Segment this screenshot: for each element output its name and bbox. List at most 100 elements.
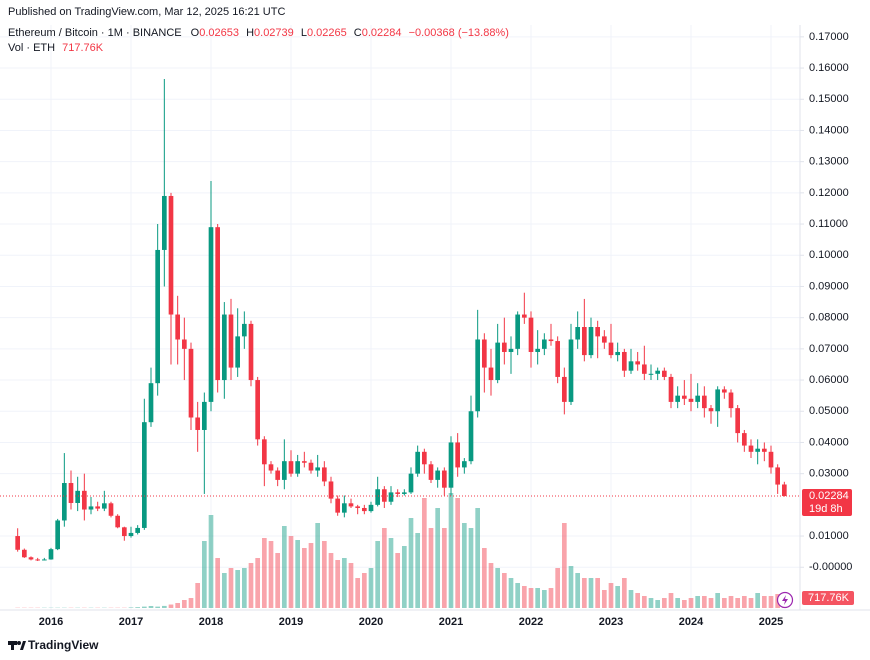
- volume-bar: [635, 593, 640, 608]
- grid: [0, 25, 800, 610]
- countdown: 19d 8h: [809, 503, 843, 515]
- volume-bar: [355, 578, 360, 608]
- candle-body: [768, 451, 774, 468]
- candle-body: [302, 461, 307, 463]
- volume-bar: [448, 493, 454, 608]
- candle-body: [462, 461, 467, 468]
- volume-bar: [375, 541, 380, 608]
- y-tick-label: 0.06000: [809, 374, 849, 386]
- y-tick-label: 0.05000: [809, 405, 849, 417]
- candle-body: [295, 461, 300, 474]
- axes: 0.17000 0.16000 0.15000 0.14000 0.13000 0.120…: [0, 31, 854, 628]
- candle-body: [102, 503, 107, 509]
- candle-body: [95, 506, 100, 509]
- ohlc-value: 0.02653: [199, 27, 239, 39]
- volume-bar: [202, 541, 207, 608]
- candle-body: [68, 483, 74, 503]
- volume-bar: [582, 578, 587, 608]
- candle-body: [22, 549, 27, 558]
- volume-bar: [208, 515, 214, 608]
- volume-bar: [708, 598, 714, 608]
- ohlc-key: C: [354, 27, 362, 39]
- candle-body: [602, 336, 607, 343]
- candle-body: [628, 361, 634, 371]
- candle-body: [82, 490, 87, 510]
- candle-body: [355, 506, 360, 508]
- candle-body: [642, 364, 647, 374]
- candle-body: [235, 336, 240, 368]
- candle-body: [515, 314, 520, 349]
- y-tick-label: 0.07000: [809, 343, 849, 355]
- x-tick-label: 2022: [519, 616, 543, 628]
- candle-body: [35, 559, 40, 561]
- candle-body: [555, 341, 560, 377]
- y-tick-label: 0.13000: [809, 156, 849, 168]
- volume-legend: Vol · ETH 717.76K: [8, 42, 104, 54]
- candle-body: [75, 490, 80, 503]
- candle-body: [495, 342, 500, 381]
- volume-bar: [342, 558, 347, 608]
- x-tick-label: 2021: [439, 616, 463, 628]
- x-tick-label: 2016: [39, 616, 63, 628]
- legend-header: Ethereum / Bitcoin · 1M · BINANCE O0.026…: [8, 27, 509, 39]
- volume-bar: [228, 568, 234, 608]
- candle-body: [268, 464, 274, 471]
- change: −0.00368 (−13.88%): [409, 27, 509, 39]
- volume-bar: [442, 528, 447, 608]
- candle-body: [775, 467, 780, 485]
- volume-bar: [675, 598, 680, 608]
- volume-bar: [542, 590, 547, 608]
- ohlc-value: 0.02739: [254, 27, 294, 39]
- y-tick-label: 0.16000: [809, 62, 849, 74]
- ohlc-value: 0.02284: [362, 27, 402, 39]
- candle-body: [568, 339, 574, 402]
- volume-bar: [462, 523, 467, 608]
- candle-body: [202, 401, 207, 430]
- ohlc-key: L: [301, 27, 307, 39]
- volume-bar: [302, 548, 307, 608]
- candle-body: [655, 370, 660, 374]
- flash-icon-bolt: [782, 595, 788, 605]
- candle-body: [188, 348, 194, 418]
- candle-body: [508, 348, 514, 352]
- volume-bar: [488, 563, 494, 608]
- candle-body: [15, 536, 20, 550]
- last-price-label: 0.02284: [809, 490, 849, 502]
- candle-body: [195, 417, 200, 430]
- candle-body: [262, 439, 267, 465]
- candle-body: [288, 461, 294, 474]
- candle-body: [548, 339, 554, 342]
- x-tick-label: 2024: [679, 616, 704, 628]
- brand-logo: [8, 641, 26, 650]
- candle-body: [682, 395, 687, 399]
- volume-bar: [315, 523, 320, 608]
- candle-body: [762, 448, 767, 452]
- y-tick-label: 0.04000: [809, 436, 849, 448]
- volume-last: 717.76K: [62, 42, 104, 54]
- volume-bar: [668, 593, 674, 608]
- volume-bar: [615, 586, 620, 608]
- y-tick-label: 0.17000: [809, 31, 849, 43]
- candle-body: [728, 392, 734, 409]
- volume-bar: [195, 583, 200, 608]
- candle-body: [28, 557, 34, 560]
- volume-bar: [402, 546, 407, 608]
- candle-body: [215, 227, 220, 381]
- candle-body: [368, 504, 374, 512]
- volume-bar: [168, 604, 174, 608]
- volume-bar: [768, 596, 774, 608]
- volume-bar: [688, 598, 694, 608]
- candle-body: [428, 464, 434, 480]
- candle-body: [182, 339, 187, 349]
- candle-body: [608, 342, 614, 356]
- candle-body: [135, 527, 140, 533]
- volume-bar: [188, 598, 194, 608]
- candle-body: [108, 503, 114, 516]
- volume-bar: [622, 578, 627, 608]
- last-price-box: [802, 488, 852, 516]
- y-tick-label: -0.00000: [809, 561, 852, 573]
- candle-body: [388, 492, 394, 502]
- candle-body: [588, 327, 594, 356]
- volume-bar: [128, 607, 134, 608]
